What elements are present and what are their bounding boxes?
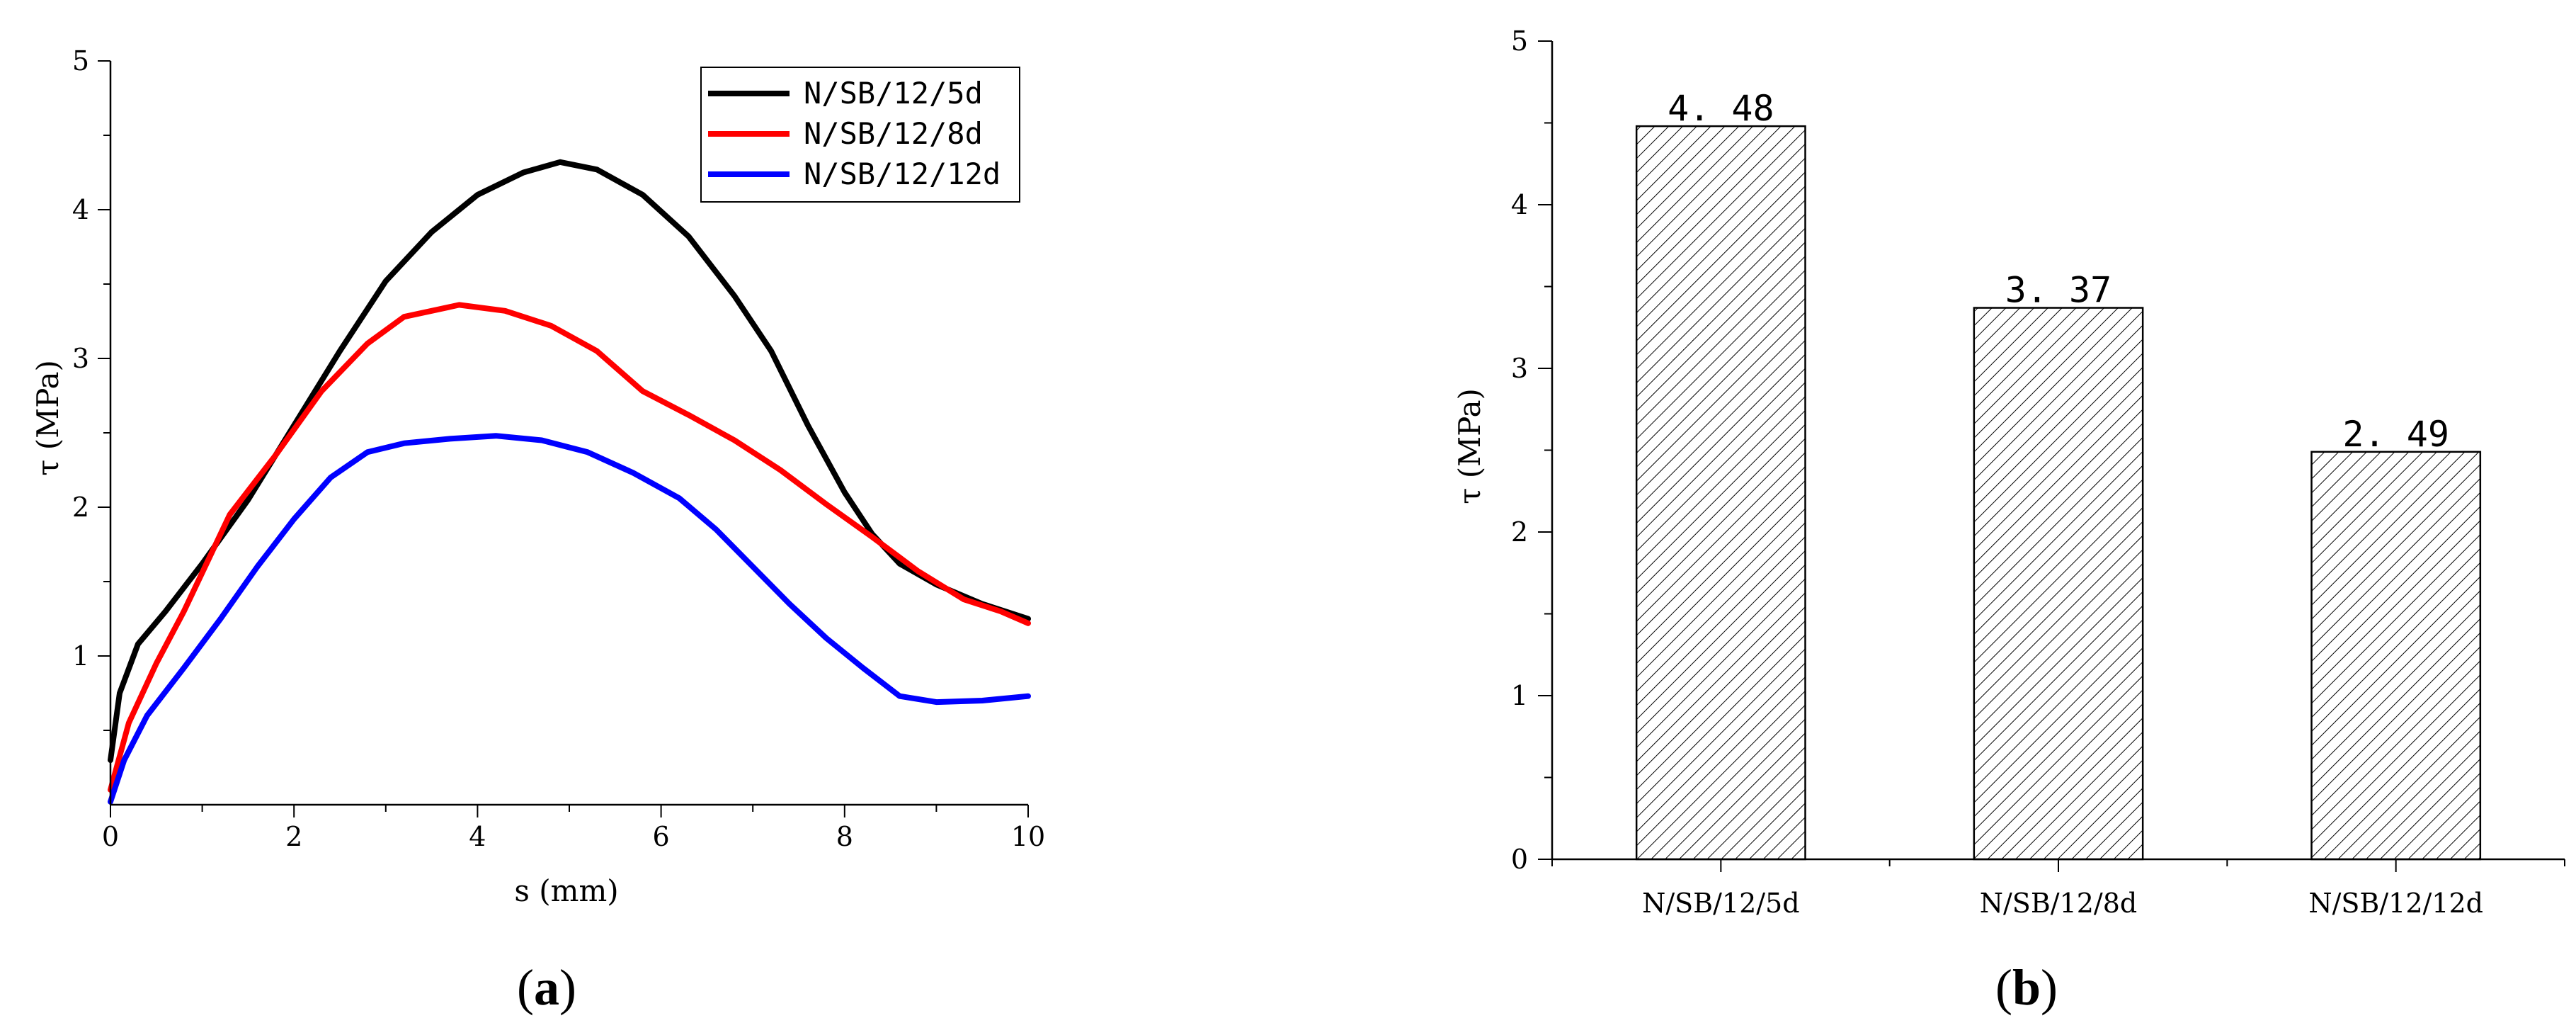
y-tick-label: 1	[72, 640, 89, 672]
y-tick-label: 4	[72, 194, 89, 225]
x-tick-label: 10	[1011, 821, 1045, 852]
legend-label-8d: N/SB/12/8d	[804, 116, 983, 151]
legend: N/SB/12/5d N/SB/12/8d N/SB/12/12d	[700, 67, 1020, 203]
bar-n-sb-12-12d	[2310, 451, 2482, 861]
bar-chart-ylabel: τ (MPa)	[1452, 388, 1487, 504]
bar-chart-axes: N/SB/12/5d N/SB/12/8d N/SB/12/12d 0 1 2 3 4 5	[1511, 26, 2565, 919]
bar-value-label: 3. 37	[2005, 270, 2112, 311]
x-tick-label: 0	[102, 821, 119, 852]
series-line-n-sb-12-5d	[108, 159, 1031, 763]
y-tick-label: 3	[1511, 353, 1528, 384]
x-category-label: N/SB/12/5d	[1642, 888, 1799, 919]
x-category-label: N/SB/12/8d	[1980, 888, 2137, 919]
line-chart-ylabel: τ (MPa)	[30, 360, 65, 476]
series-line-n-sb-12-12d	[108, 433, 1031, 805]
x-category-label: N/SB/12/12d	[2308, 888, 2483, 919]
x-tick-label: 2	[285, 821, 302, 852]
bar-n-sb-12-8d	[1973, 307, 2144, 861]
legend-label-5d: N/SB/12/5d	[804, 76, 983, 111]
x-tick-label: 6	[653, 821, 670, 852]
bar-value-label: 2. 49	[2342, 414, 2449, 455]
y-tick-label: 3	[72, 343, 89, 374]
y-tick-label: 2	[1511, 516, 1528, 548]
y-tick-label: 0	[1511, 844, 1528, 875]
bar-series-group: 4. 48 3. 37 2. 49	[1635, 88, 2482, 861]
line-chart-xlabel: s (mm)	[514, 873, 618, 908]
bar-n-sb-12-5d	[1635, 125, 1806, 861]
bar-chart-panel-b: 4. 483. 372. 49 N/SB/12/5d N/SB/12/8d N/SB…	[1452, 26, 2565, 1016]
panel-label-a: (a)	[517, 959, 576, 1016]
series-line-n-sb-12-8d	[108, 302, 1031, 793]
y-tick-label: 1	[1511, 680, 1528, 711]
line-series-group	[108, 159, 1031, 805]
legend-label-12d: N/SB/12/12d	[804, 157, 1001, 191]
y-tick-label: 5	[72, 45, 89, 77]
x-tick-label: 4	[469, 821, 486, 852]
y-tick-label: 5	[1511, 26, 1528, 57]
x-tick-label: 8	[836, 821, 853, 852]
bar-value-label: 4. 48	[1668, 88, 1774, 129]
panel-label-b: (b)	[1995, 959, 2058, 1016]
y-tick-label: 4	[1511, 189, 1528, 220]
y-tick-label: 2	[72, 492, 89, 523]
